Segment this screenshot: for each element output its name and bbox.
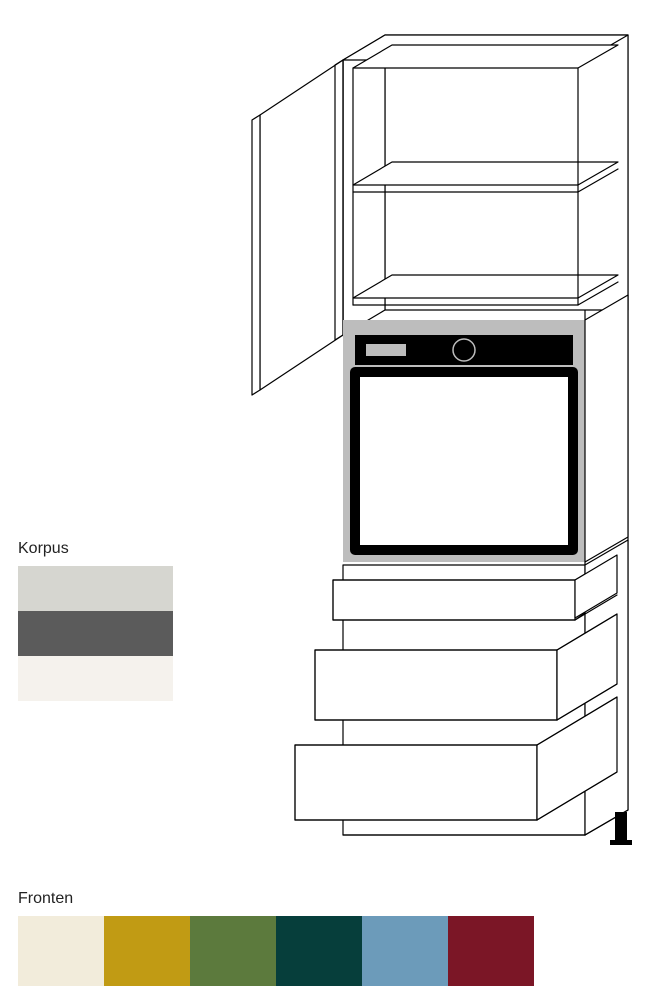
cabinet-diagram <box>220 20 640 850</box>
korpus-label: Korpus <box>18 540 193 558</box>
fronten-swatch-0[interactable] <box>18 916 104 986</box>
fronten-swatch-1[interactable] <box>104 916 190 986</box>
fronten-swatches <box>18 916 638 986</box>
korpus-swatch-0[interactable] <box>18 566 173 611</box>
korpus-swatch-1[interactable] <box>18 611 173 656</box>
fronten-label: Fronten <box>18 890 638 908</box>
fronten-section: Fronten <box>18 890 638 986</box>
fronten-swatch-2[interactable] <box>190 916 276 986</box>
fronten-swatch-5[interactable] <box>448 916 534 986</box>
korpus-swatches <box>18 566 193 701</box>
korpus-swatch-2[interactable] <box>18 656 173 701</box>
korpus-section: Korpus <box>18 540 193 701</box>
fronten-swatch-3[interactable] <box>276 916 362 986</box>
fronten-swatch-4[interactable] <box>362 916 448 986</box>
